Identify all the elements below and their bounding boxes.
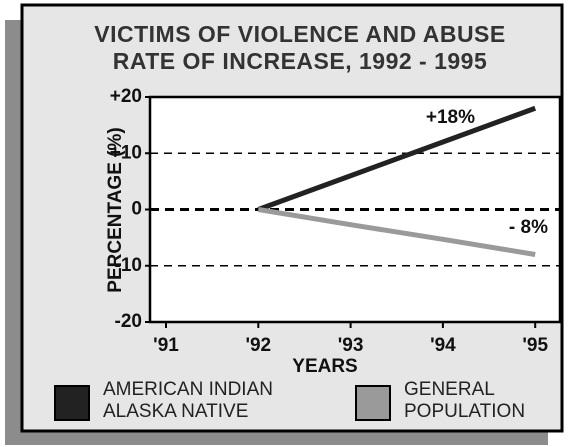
x-tick-label: '95 xyxy=(522,335,548,356)
y-axis-label: PERCENTAGE (%) xyxy=(105,127,126,292)
data-label: +18% xyxy=(426,107,475,128)
data-label: - 8% xyxy=(509,217,548,238)
y-tick-label: -20 xyxy=(115,311,142,332)
y-tick-label: +10 xyxy=(110,142,142,163)
x-tick-label: '94 xyxy=(430,335,456,356)
series-line xyxy=(257,105,537,212)
legend-swatch xyxy=(54,385,90,421)
chart-subtitle: RATE OF INCREASE, 1992 - 1995 xyxy=(113,48,488,74)
series-line xyxy=(257,207,536,257)
legend-label: AMERICAN INDIAN ALASKA NATIVE xyxy=(103,379,273,422)
legend-swatch xyxy=(355,385,391,421)
y-tick-label: +20 xyxy=(110,86,142,107)
legend-label: GENERAL POPULATION xyxy=(404,379,525,422)
y-tick-label: 0 xyxy=(131,199,142,220)
x-tick-label: '92 xyxy=(245,335,271,356)
y-tick-label: -10 xyxy=(115,255,142,276)
chart-title: VICTIMS OF VIOLENCE AND ABUSE xyxy=(94,21,506,47)
x-tick-label: '93 xyxy=(338,335,364,356)
x-axis-label: YEARS xyxy=(292,356,357,377)
x-tick-label: '91 xyxy=(153,335,179,356)
